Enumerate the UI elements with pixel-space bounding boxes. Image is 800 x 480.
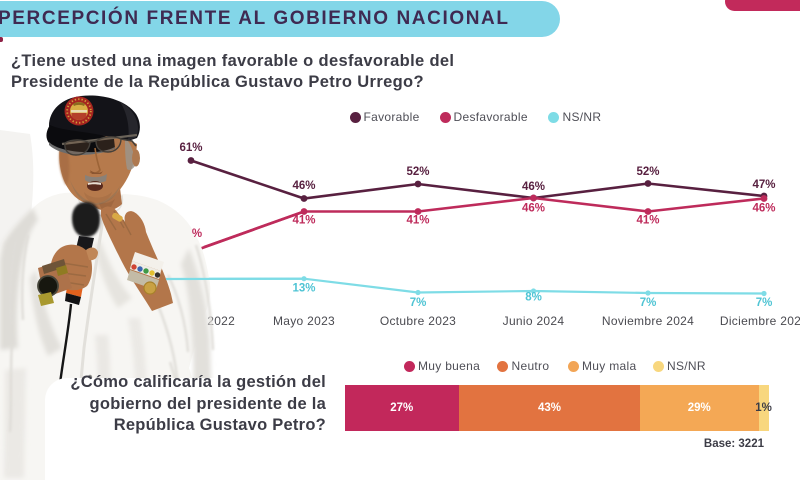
svg-text:47%: 47% <box>752 179 775 191</box>
svg-text:41%: 41% <box>406 215 429 227</box>
svg-text:7%: 7% <box>640 297 657 309</box>
svg-text:%: % <box>192 228 202 240</box>
svg-text:52%: 52% <box>406 166 429 178</box>
svg-text:41%: 41% <box>636 215 659 227</box>
svg-text:Junio 2024: Junio 2024 <box>503 314 565 328</box>
svg-text:Mayo 2023: Mayo 2023 <box>273 314 335 328</box>
svg-text:46%: 46% <box>292 180 315 192</box>
svg-text:46%: 46% <box>522 203 545 215</box>
svg-text:8%: 8% <box>525 292 542 304</box>
svg-text:52%: 52% <box>636 166 659 178</box>
svg-text:Noviembre 2024: Noviembre 2024 <box>602 314 694 328</box>
svg-text:7%: 7% <box>410 297 427 309</box>
svg-text:7%: 7% <box>756 297 773 309</box>
svg-text:46%: 46% <box>752 203 775 215</box>
svg-text:Octubre 2023: Octubre 2023 <box>380 314 456 328</box>
svg-text:46%: 46% <box>522 181 545 193</box>
svg-text:41%: 41% <box>292 215 315 227</box>
svg-text:13%: 13% <box>292 283 315 295</box>
svg-text:61%: 61% <box>179 142 202 154</box>
svg-text:Diciembre 2024: Diciembre 2024 <box>720 314 800 328</box>
